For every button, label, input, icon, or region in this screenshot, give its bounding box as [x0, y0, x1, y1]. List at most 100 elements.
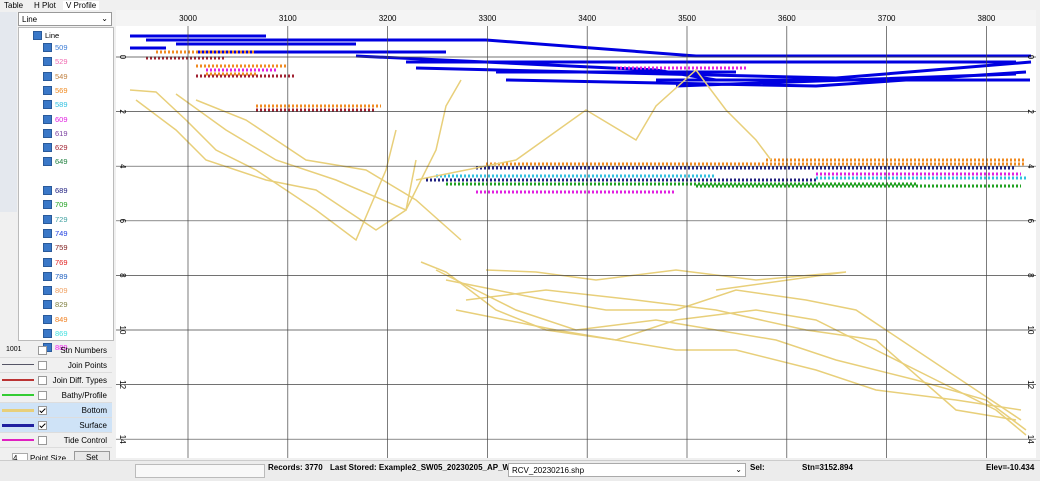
checkbox[interactable]: [33, 31, 42, 40]
legend-swatch: [2, 379, 34, 381]
station: Stn=3152.894: [802, 463, 853, 472]
legend-checkbox[interactable]: [38, 346, 47, 355]
legend-row: Join Diff. Types: [0, 373, 112, 388]
legend-swatch: [2, 394, 34, 396]
elevation: Elev=-10.434: [986, 463, 1035, 472]
checkbox[interactable]: [43, 128, 52, 138]
tab-active[interactable]: V Profile: [63, 1, 100, 10]
legend-row: Surface: [0, 418, 112, 433]
checkbox[interactable]: [43, 186, 52, 195]
x-tick-label: 3400: [578, 14, 596, 23]
tree-item[interactable]: 709: [55, 200, 68, 210]
legend-label: Bottom: [81, 406, 107, 415]
checkbox[interactable]: [43, 200, 52, 210]
checkbox[interactable]: [43, 43, 52, 52]
legend-swatch: [2, 424, 34, 427]
checkbox[interactable]: [43, 214, 52, 224]
surface-lines: [130, 34, 1032, 88]
y-tick-label: 8: [118, 273, 127, 278]
y-tick-label: 4: [1026, 164, 1035, 169]
y-tick-label: 2: [118, 109, 127, 114]
y-tick-label: 4: [118, 164, 127, 169]
tree-item[interactable]: 589: [55, 100, 68, 110]
y-tick-label: 14: [1026, 435, 1035, 444]
y-tick-label: 10: [1026, 326, 1035, 335]
checkbox[interactable]: [43, 57, 52, 67]
tree-item[interactable]: 749: [55, 228, 68, 238]
tree-item[interactable]: 829: [55, 300, 68, 310]
y-tick-label: 12: [1026, 380, 1035, 389]
x-tick-label: 3600: [778, 14, 796, 23]
legend-checkbox[interactable]: [38, 391, 47, 400]
x-tick-label: 3300: [479, 14, 497, 23]
legend-row: Tide Control: [0, 433, 112, 448]
checkbox[interactable]: [43, 71, 52, 81]
tree-item[interactable]: 729: [55, 214, 68, 224]
tree-item[interactable]: 789: [55, 271, 68, 281]
tree-root[interactable]: Line: [45, 31, 60, 40]
tree-item[interactable]: 759: [55, 243, 68, 253]
y-tick-label: 14: [118, 435, 127, 444]
checkbox[interactable]: [43, 286, 52, 296]
x-tick-label: 3100: [279, 14, 297, 23]
tree-item[interactable]: 529: [55, 57, 68, 67]
plot-bg: [116, 10, 1036, 458]
legend-swatch: [2, 364, 34, 365]
top-axis: [116, 10, 1036, 26]
checkbox[interactable]: [43, 329, 52, 338]
tree-item[interactable]: 809: [55, 286, 68, 296]
legend-checkbox[interactable]: [38, 421, 47, 430]
tree-item[interactable]: 769: [55, 257, 68, 267]
tab[interactable]: H Plot: [34, 1, 56, 10]
legend-label: Surface: [79, 421, 107, 430]
legend-row: Bathy/Profile: [0, 388, 112, 403]
legend-checkbox[interactable]: [38, 376, 47, 385]
legend-swatch: [2, 409, 34, 412]
tree-item[interactable]: 849: [55, 314, 68, 324]
checkbox[interactable]: [43, 314, 52, 324]
tree-item[interactable]: 649: [55, 157, 68, 167]
checkbox[interactable]: [43, 228, 52, 238]
checkbox[interactable]: [43, 100, 52, 110]
checkbox[interactable]: [43, 271, 52, 281]
legend-checkbox[interactable]: [38, 406, 47, 415]
legend-label: Bathy/Profile: [61, 391, 107, 400]
y-tick-label: 10: [118, 326, 127, 335]
dropdown-arrow: ⌄: [735, 465, 742, 474]
tree-item[interactable]: 509: [55, 43, 68, 52]
x-tick-label: 3800: [978, 14, 996, 23]
checkbox[interactable]: [43, 143, 52, 153]
x-tick-label: 3500: [678, 14, 696, 23]
sel: Sel:: [750, 463, 765, 472]
checkbox[interactable]: [43, 257, 52, 267]
tree-item[interactable]: 869: [55, 329, 68, 338]
tab[interactable]: Table: [4, 1, 24, 10]
y-tick-label: 0: [118, 55, 127, 60]
tree-item[interactable]: 609: [55, 114, 68, 124]
layer-dropdown[interactable]: Line ⌄: [18, 12, 112, 26]
file-dropdown[interactable]: RCV_20230216.shp ⌄: [508, 463, 746, 477]
checkbox[interactable]: [43, 85, 52, 95]
y-tick-label: 2: [1026, 109, 1035, 114]
profile-plot: 3000 3100 3200 3300 3400 3500 3600 3700 3800 0 0 2 2…: [116, 10, 1036, 458]
dropdown-arrow: ⌄: [101, 14, 108, 23]
legend-checkbox[interactable]: [38, 436, 47, 445]
legend-swatch: [2, 439, 34, 441]
toolbar: [0, 12, 17, 212]
y-tick-label: 0: [1026, 55, 1035, 60]
checkbox[interactable]: [43, 114, 52, 124]
checkbox[interactable]: [43, 157, 52, 167]
tree-item[interactable]: 629: [55, 143, 68, 153]
tree-item[interactable]: 689: [55, 186, 68, 195]
stn-sample: 1001: [6, 346, 22, 353]
tree-item[interactable]: 549: [55, 71, 68, 81]
point-rows: [146, 50, 1026, 194]
tree-item[interactable]: 889: [55, 343, 68, 353]
legend-checkbox[interactable]: [38, 361, 47, 370]
checkbox[interactable]: [43, 243, 52, 253]
tree-item[interactable]: 619: [55, 128, 68, 138]
checkbox[interactable]: [43, 300, 52, 310]
legend-label: Join Points: [67, 361, 107, 370]
tree-item[interactable]: 569: [55, 85, 68, 95]
legend-row: Join Points: [0, 358, 112, 373]
